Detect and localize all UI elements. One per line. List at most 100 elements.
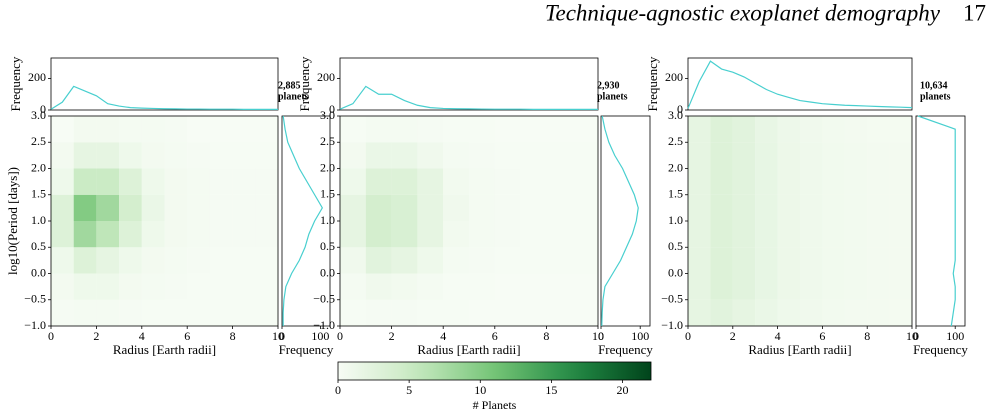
heat-cell	[822, 299, 845, 326]
heat-cell	[867, 194, 890, 221]
heat-cell	[96, 142, 120, 169]
heat-cell	[546, 142, 573, 169]
heat-cell	[255, 247, 278, 274]
y-tick-label: 3.0	[668, 108, 683, 122]
x-tick-label: 8	[543, 329, 549, 343]
heat-cell	[546, 247, 573, 274]
x-tick-label: 0	[913, 329, 919, 343]
x-tick-label: 0	[685, 329, 691, 343]
heat-cell	[732, 273, 756, 300]
x-tick-label: 0	[598, 329, 604, 343]
x-tick-label: 4	[139, 329, 145, 343]
heat-cell	[800, 299, 823, 326]
heat-cell	[889, 116, 912, 143]
heat-cell	[417, 116, 444, 143]
heat-cell	[443, 273, 469, 300]
x-axis-label: Frequency	[913, 342, 968, 357]
heat-cell	[164, 116, 188, 143]
top-histogram	[50, 85, 278, 110]
colorbar-label: # Planets	[473, 398, 517, 412]
heat-cell	[141, 194, 165, 221]
heat-cell	[777, 247, 800, 274]
heat-cell	[365, 168, 392, 195]
top-histogram	[339, 85, 598, 110]
heat-cell	[164, 247, 188, 274]
heat-cell	[187, 273, 210, 300]
heat-cell	[340, 194, 366, 221]
heat-cell	[365, 273, 392, 300]
heat-cell	[546, 299, 573, 326]
heat-cell	[209, 194, 233, 221]
heat-cell	[141, 221, 165, 248]
heat-cell	[755, 299, 778, 326]
heat-cell	[119, 247, 142, 274]
y-axis-label: Frequency	[297, 56, 312, 111]
heat-cell	[164, 299, 188, 326]
heat-cell	[96, 299, 120, 326]
heat-cell	[688, 168, 711, 195]
heat-cell	[889, 273, 912, 300]
planet-count-unit: planets	[920, 91, 951, 102]
heat-cell	[546, 221, 573, 248]
heat-cell	[688, 116, 711, 143]
right-frame	[600, 115, 651, 327]
planet-count: 2,885	[278, 80, 301, 91]
heat-cell	[443, 247, 469, 274]
heat-cell	[732, 168, 756, 195]
y-tick-label: −0.5	[661, 292, 683, 306]
heat-cell	[119, 194, 142, 221]
colorbar-tick-label: 20	[617, 383, 629, 397]
y-tick-label: 2.0	[31, 160, 46, 174]
heat-cell	[889, 221, 912, 248]
heat-cell	[755, 116, 778, 143]
heat-cell	[73, 142, 97, 169]
colorbar-tick-label: 0	[335, 383, 341, 397]
heat-cell	[688, 273, 711, 300]
heat-cell	[777, 142, 800, 169]
heat-cell	[777, 168, 800, 195]
heat-cell	[710, 247, 733, 274]
heat-cell	[187, 142, 210, 169]
y-tick-label: 2.5	[668, 134, 683, 148]
y-tick-label: 1.5	[668, 187, 683, 201]
y-tick-label: 1.0	[320, 213, 335, 227]
heat-cell	[51, 168, 74, 195]
heat-cell	[572, 168, 598, 195]
heat-cell	[710, 299, 733, 326]
heat-cell	[469, 194, 495, 221]
heat-cell	[469, 168, 495, 195]
y-tick-label: −0.5	[313, 292, 335, 306]
heat-cell	[800, 194, 823, 221]
planet-count: 10,634	[920, 80, 948, 91]
heat-cell	[710, 142, 733, 169]
x-tick-label: 6	[184, 329, 190, 343]
heat-cell	[340, 221, 366, 248]
heat-cell	[340, 168, 366, 195]
heat-cell	[232, 142, 256, 169]
heat-cell	[755, 194, 778, 221]
x-tick-label: 100	[946, 329, 964, 343]
heat-cell	[777, 194, 800, 221]
y-axis-label: Frequency	[8, 56, 23, 111]
x-axis-label: Radius [Earth radii]	[748, 342, 851, 357]
heat-cell	[391, 247, 418, 274]
heat-cell	[777, 299, 800, 326]
heat-cell	[572, 142, 598, 169]
heat-cell	[520, 221, 547, 248]
heat-cell	[494, 247, 521, 274]
heat-cell	[494, 116, 521, 143]
colorbar-tick-label: 15	[545, 383, 557, 397]
heat-cell	[889, 299, 912, 326]
heat-cell	[520, 116, 547, 143]
heat-cell	[844, 142, 868, 169]
x-tick-label: 8	[230, 329, 236, 343]
heat-cell	[365, 194, 392, 221]
heat-cell	[732, 194, 756, 221]
y-tick-label: 0.0	[320, 265, 335, 279]
heat-cell	[688, 194, 711, 221]
heat-cell	[187, 299, 210, 326]
heat-cell	[732, 299, 756, 326]
y-tick-label: 0.5	[668, 239, 683, 253]
heat-cell	[800, 221, 823, 248]
heat-cell	[469, 116, 495, 143]
